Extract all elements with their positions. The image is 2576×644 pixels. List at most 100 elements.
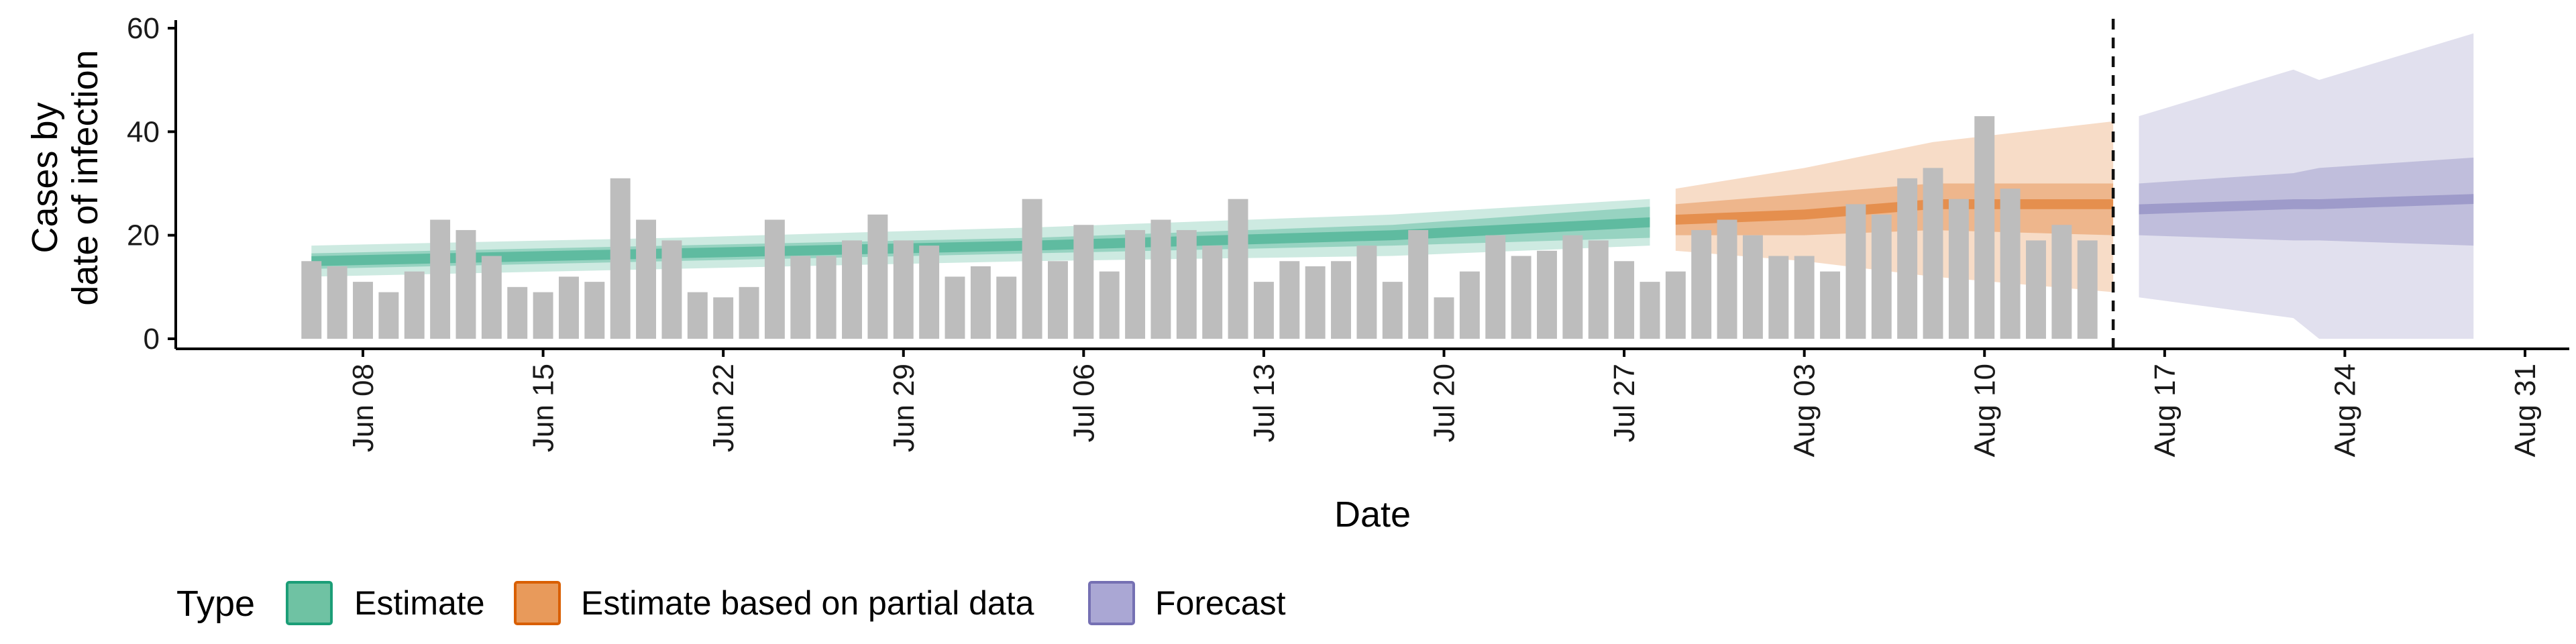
case-bar — [1974, 116, 1995, 339]
case-bar — [481, 256, 502, 339]
case-bar — [1202, 246, 1223, 339]
case-bar — [1331, 261, 1351, 339]
case-bar — [1871, 214, 1892, 339]
case-bar — [404, 271, 425, 339]
case-bar — [764, 219, 785, 339]
case-bar — [1459, 271, 1480, 339]
case-bar — [301, 261, 322, 339]
case-bar — [1511, 256, 1532, 339]
legend-title: Type — [176, 584, 255, 624]
case-bar — [1640, 282, 1660, 339]
case-bar — [687, 292, 708, 339]
forecast-median — [2139, 194, 2474, 215]
case-bar — [1717, 219, 1737, 339]
case-bar — [430, 219, 451, 339]
case-bar — [2077, 240, 2098, 339]
case-bar — [867, 214, 888, 339]
case-bar — [1125, 229, 1146, 339]
case-bar — [1588, 240, 1609, 339]
case-bar — [353, 282, 373, 339]
case-bar — [1897, 178, 1918, 339]
case-bar — [327, 266, 347, 339]
case-bar — [1356, 246, 1377, 339]
legend-swatch-estimate — [286, 581, 333, 625]
legend-swatch-forecast — [1088, 581, 1135, 625]
legend-label-partial: Estimate based on partial data — [581, 584, 1034, 622]
x-tick-label: Jul 13 — [1248, 364, 1281, 442]
case-bar — [533, 292, 553, 339]
x-tick-label: Jun 08 — [347, 364, 380, 452]
case-bar — [1485, 235, 1506, 339]
case-bar — [1022, 199, 1042, 339]
case-bar — [739, 286, 759, 339]
case-bar — [1228, 199, 1248, 339]
case-bar — [1794, 256, 1815, 339]
legend-label-estimate: Estimate — [354, 584, 485, 622]
x-tick-label: Jul 06 — [1067, 364, 1100, 442]
y-axis-title-line-2: date of infection — [65, 50, 105, 305]
case-bar — [1150, 219, 1171, 339]
case-bar — [996, 276, 1017, 339]
axes — [174, 20, 2569, 350]
case-bar — [1820, 271, 1840, 339]
case-bar — [1742, 235, 1763, 339]
y-tick-label: 0 — [144, 323, 160, 356]
case-bar — [378, 292, 399, 339]
case-bar — [1253, 282, 1274, 339]
case-bar — [1845, 204, 1866, 339]
x-tick-label: Jun 22 — [707, 364, 740, 452]
y-ticks: 0 20 40 60 — [127, 12, 176, 356]
case-bar — [816, 256, 837, 339]
case-bar — [713, 297, 734, 339]
case-bar — [1614, 261, 1635, 339]
case-bar — [1176, 229, 1197, 339]
y-tick-label: 20 — [127, 219, 160, 252]
case-bar — [1279, 261, 1300, 339]
case-bar — [2000, 189, 2021, 339]
case-bar — [1665, 271, 1686, 339]
forecast-outer-band — [2139, 33, 2474, 339]
case-bar — [1923, 168, 1943, 339]
case-bars — [301, 116, 2098, 339]
y-axis-title-line-1: Cases by — [25, 102, 65, 253]
x-tick-label: Aug 31 — [2509, 364, 2542, 457]
forecast-inner-band — [2139, 157, 2474, 246]
y-tick-label: 40 — [127, 115, 160, 148]
case-bar — [1691, 229, 1712, 339]
case-bar — [1382, 282, 1403, 339]
case-bar — [1434, 297, 1454, 339]
x-tick-label: Jul 27 — [1608, 364, 1641, 442]
case-bar — [2051, 225, 2072, 339]
case-bar — [970, 266, 991, 339]
case-bar — [1537, 250, 1557, 339]
case-bar — [636, 219, 657, 339]
case-bar — [1562, 235, 1583, 339]
x-tick-label: Jun 29 — [888, 364, 920, 452]
case-bar — [1408, 229, 1429, 339]
case-bar — [584, 282, 605, 339]
case-bar — [1305, 266, 1326, 339]
case-bar — [1099, 271, 1120, 339]
case-bar — [1073, 225, 1094, 339]
x-tick-label: Aug 10 — [1968, 364, 2001, 457]
x-ticks: Jun 08 Jun 15 Jun 22 Jun 29 Jul 06 Jul 13 Jul … — [347, 349, 2542, 457]
y-tick-label: 60 — [127, 12, 160, 45]
case-bar — [1948, 199, 1969, 339]
x-tick-label: Jun 15 — [527, 364, 560, 452]
legend: Type Estimate Estimate based on partial … — [176, 581, 1286, 625]
case-bar — [455, 229, 476, 339]
legend-swatch-partial — [514, 581, 561, 625]
case-bar — [842, 240, 862, 339]
legend-label-forecast: Forecast — [1155, 584, 1286, 622]
case-bar — [661, 240, 682, 339]
x-axis-title: Date — [1334, 494, 1411, 535]
x-tick-label: Aug 17 — [2149, 364, 2182, 457]
case-bar — [790, 256, 811, 339]
case-bar — [1048, 261, 1068, 339]
x-tick-label: Aug 03 — [1788, 364, 1821, 457]
case-bar — [610, 178, 631, 339]
x-tick-label: Jul 20 — [1428, 364, 1461, 442]
case-bar — [1768, 256, 1789, 339]
case-bar — [893, 240, 914, 339]
